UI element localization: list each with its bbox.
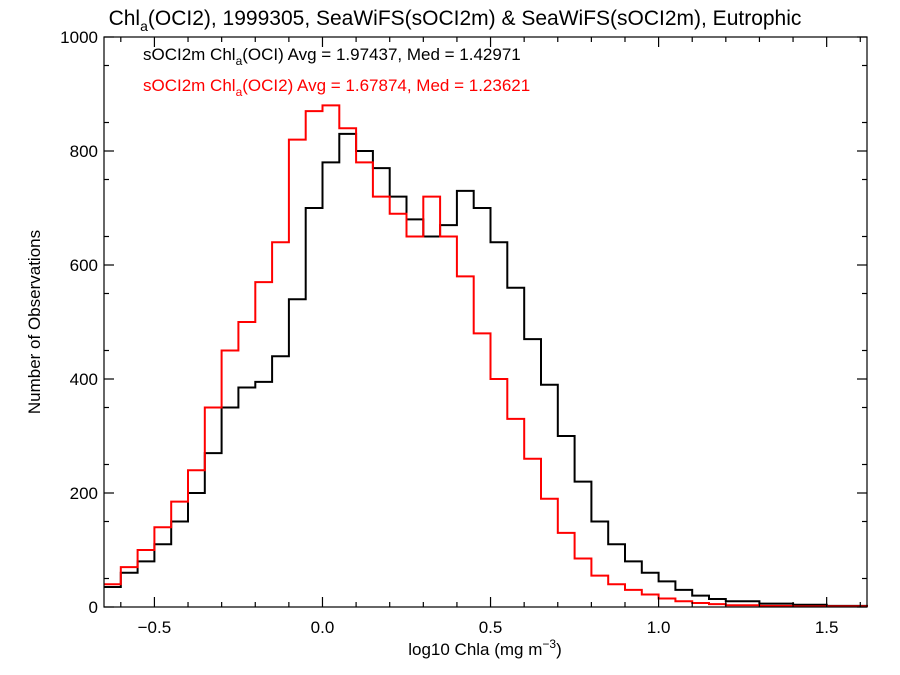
legend-entry-red-post: (OCI2) Avg = 1.67874, Med = 1.23621 xyxy=(242,76,530,95)
legend-entry-red-pre: sOCI2m Chl xyxy=(143,76,236,95)
x-tick-label: 1.5 xyxy=(815,618,839,637)
series-layer xyxy=(103,104,868,608)
x-tick-label: 0.5 xyxy=(479,618,503,637)
chart-title-post: (OCI2), 1999305, SeaWiFS(sOCI2m) & SeaWi… xyxy=(148,7,802,30)
x-tick-label: −0.5 xyxy=(138,618,172,637)
x-axis-title-pre: log10 Chla (mg m xyxy=(408,640,542,659)
x-tick-label: 0.0 xyxy=(311,618,335,637)
y-tick-label: 800 xyxy=(70,142,98,161)
legend-entry-red: sOCI2m Chla(OCI2) Avg = 1.67874, Med = 1… xyxy=(143,76,530,99)
y-tick-label: 0 xyxy=(89,598,98,617)
legend: sOCI2m Chla(OCI) Avg = 1.97437, Med = 1.… xyxy=(143,45,530,99)
x-axis-title-sup: −3 xyxy=(542,637,556,651)
chart-title: Chla(OCI2), 1999305, SeaWiFS(sOCI2m) & S… xyxy=(109,7,802,34)
x-axis-title-post: ) xyxy=(556,640,562,659)
x-tick-label: 1.0 xyxy=(647,618,671,637)
plot-frame xyxy=(103,36,868,608)
y-tick-label: 1000 xyxy=(60,28,98,47)
series-line-0 xyxy=(104,132,868,607)
chart-title-pre: Chl xyxy=(109,7,141,30)
y-tick-label: 600 xyxy=(70,256,98,275)
x-axis-title: log10 Chla (mg m−3) xyxy=(408,637,562,659)
legend-entry-black-post: (OCI) Avg = 1.97437, Med = 1.42971 xyxy=(242,45,520,64)
legend-entry-black-pre: sOCI2m Chl xyxy=(143,45,236,64)
legend-entry-black: sOCI2m Chla(OCI) Avg = 1.97437, Med = 1.… xyxy=(143,45,521,68)
ticks-layer: −0.5 0.0 0.5 1.0 1.5 0 200 400 600 800 1000 xyxy=(60,28,867,637)
series-line-1 xyxy=(104,104,868,608)
legend-entry-red-sub: a xyxy=(236,85,243,99)
y-tick-label: 400 xyxy=(70,370,98,389)
y-axis-title: Number of Observations xyxy=(25,230,44,414)
y-tick-label: 200 xyxy=(70,484,98,503)
chart-title-sub: a xyxy=(140,18,148,34)
legend-entry-black-sub: a xyxy=(236,54,243,68)
